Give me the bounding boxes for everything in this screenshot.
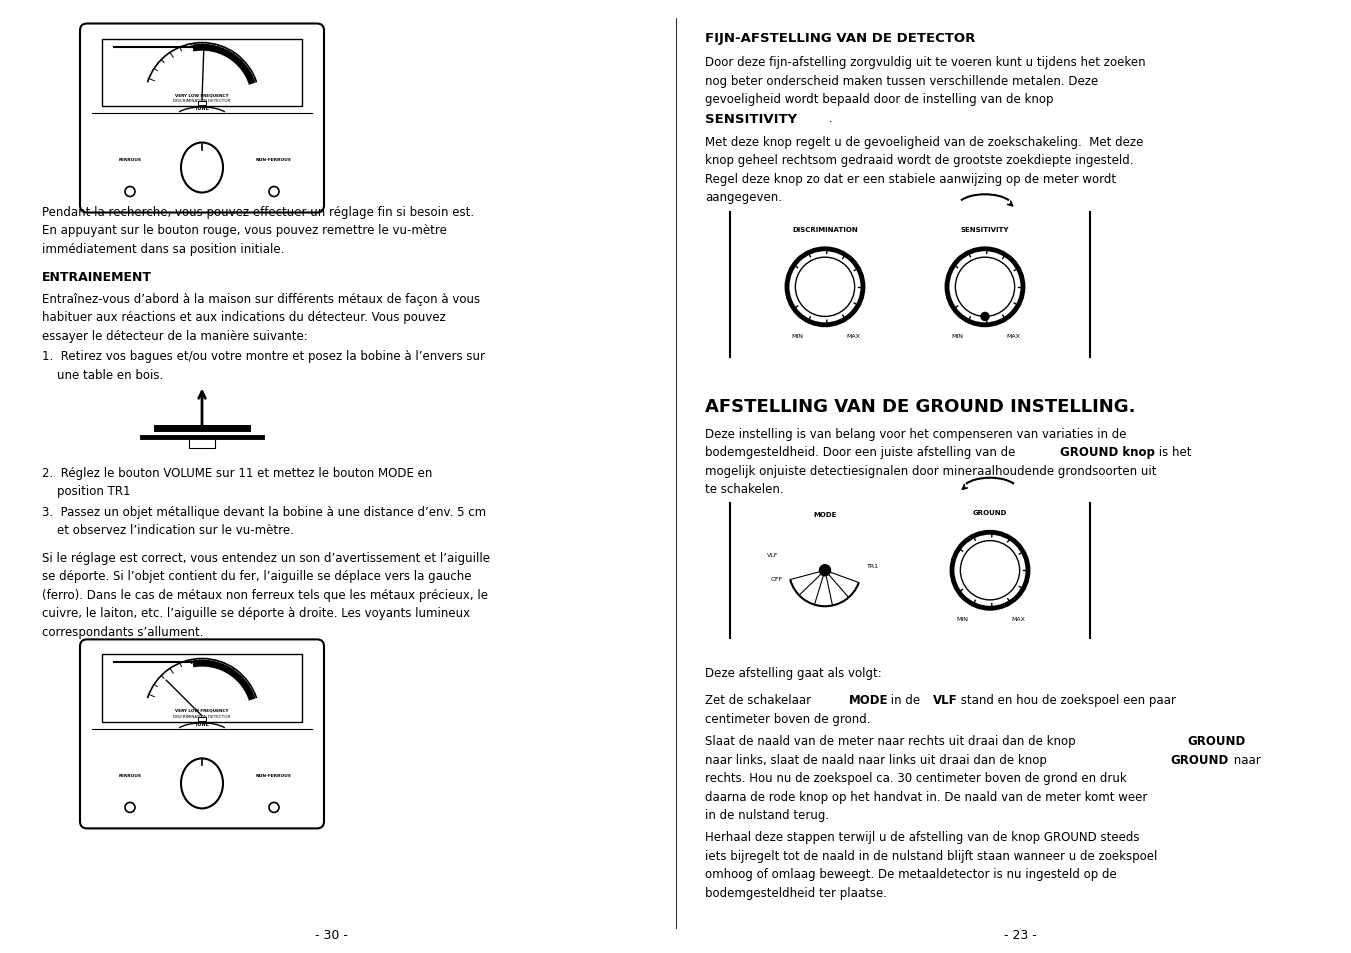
Circle shape	[955, 258, 1015, 317]
Text: naar links, slaat de naald naar links uit draai dan de knop: naar links, slaat de naald naar links ui…	[705, 753, 1051, 766]
Text: FERROUS: FERROUS	[119, 158, 142, 162]
Text: 3.  Passez un objet métallique devant la bobine à une distance d’env. 5 cm: 3. Passez un objet métallique devant la …	[42, 505, 486, 518]
Text: VERY LOW FREQUENCY: VERY LOW FREQUENCY	[176, 708, 228, 712]
Text: VLF: VLF	[934, 694, 958, 707]
Text: - 30 -: - 30 -	[315, 928, 347, 942]
Circle shape	[981, 314, 989, 321]
Text: habituer aux réactions et aux indications du détecteur. Vous pouvez: habituer aux réactions et aux indication…	[42, 311, 446, 324]
Text: mogelijk onjuiste detectiesignalen door mineraalhoudende grondsoorten uit: mogelijk onjuiste detectiesignalen door …	[705, 464, 1156, 477]
Text: Deze instelling is van belang voor het compenseren van variaties in de: Deze instelling is van belang voor het c…	[705, 428, 1127, 440]
Text: daarna de rode knop op het handvat in. De naald van de meter komt weer: daarna de rode knop op het handvat in. D…	[705, 790, 1147, 802]
Ellipse shape	[181, 759, 223, 808]
Circle shape	[796, 258, 855, 317]
Text: GROUND: GROUND	[1188, 735, 1246, 747]
Text: OFF: OFF	[771, 577, 784, 581]
Text: iets bijregelt tot de naald in de nulstand blijft staan wanneer u de zoekspoel: iets bijregelt tot de naald in de nulsta…	[705, 849, 1158, 862]
Text: FIJN-AFSTELLING VAN DE DETECTOR: FIJN-AFSTELLING VAN DE DETECTOR	[705, 32, 975, 45]
Text: Zet de schakelaar: Zet de schakelaar	[705, 694, 819, 707]
Text: Herhaal deze stappen terwijl u de afstelling van de knop GROUND steeds: Herhaal deze stappen terwijl u de afstel…	[705, 830, 1139, 843]
Text: DISCRIMINATION DETECTOR: DISCRIMINATION DETECTOR	[173, 714, 231, 719]
Circle shape	[820, 565, 831, 577]
Text: stand en hou de zoekspoel een paar: stand en hou de zoekspoel een paar	[957, 694, 1175, 707]
Text: - 23 -: - 23 -	[1004, 928, 1036, 942]
Text: DISCRIMINATION: DISCRIMINATION	[792, 227, 858, 233]
Text: ENTRAINEMENT: ENTRAINEMENT	[42, 271, 153, 283]
Text: naar: naar	[1229, 753, 1260, 766]
Text: une table en bois.: une table en bois.	[42, 369, 163, 381]
Text: essayer le détecteur de la manière suivante:: essayer le détecteur de la manière suiva…	[42, 330, 308, 342]
Text: GROUND: GROUND	[1170, 753, 1228, 766]
Text: nog beter onderscheid maken tussen verschillende metalen. Deze: nog beter onderscheid maken tussen versc…	[705, 74, 1098, 88]
Text: GROUND: GROUND	[973, 510, 1008, 516]
Text: gevoeligheid wordt bepaald door de instelling van de knop: gevoeligheid wordt bepaald door de inste…	[705, 93, 1054, 106]
Text: MAX: MAX	[846, 334, 861, 338]
Text: Entraînez-vous d’abord à la maison sur différents métaux de façon à vous: Entraînez-vous d’abord à la maison sur d…	[42, 293, 480, 306]
FancyBboxPatch shape	[199, 718, 205, 721]
Text: Regel deze knop zo dat er een stabiele aanwijzing op de meter wordt: Regel deze knop zo dat er een stabiele a…	[705, 172, 1116, 186]
Text: MAX: MAX	[1011, 617, 1025, 621]
Text: knop geheel rechtsom gedraaid wordt de grootste zoekdiepte ingesteld.: knop geheel rechtsom gedraaid wordt de g…	[705, 154, 1133, 167]
FancyBboxPatch shape	[101, 655, 303, 722]
Text: MIN: MIN	[790, 334, 802, 338]
Text: TR1: TR1	[867, 563, 880, 568]
Text: cuivre, le laiton, etc. l’aiguille se déporte à droite. Les voyants lumineux: cuivre, le laiton, etc. l’aiguille se dé…	[42, 607, 470, 619]
Text: 1.  Retirez vos bagues et/ou votre montre et posez la bobine à l’envers sur: 1. Retirez vos bagues et/ou votre montre…	[42, 350, 485, 363]
Text: TUNE: TUNE	[195, 721, 209, 726]
Text: position TR1: position TR1	[42, 485, 131, 497]
Ellipse shape	[181, 143, 223, 193]
Text: DISCRIMINATION DETECTOR: DISCRIMINATION DETECTOR	[173, 99, 231, 103]
Text: te schakelen.: te schakelen.	[705, 483, 784, 496]
Text: TUNE: TUNE	[195, 107, 209, 112]
FancyBboxPatch shape	[101, 39, 303, 107]
Text: 2.  Réglez le bouton VOLUME sur 11 et mettez le bouton MODE en: 2. Réglez le bouton VOLUME sur 11 et met…	[42, 466, 432, 479]
Text: (ferro). Dans le cas de métaux non ferreux tels que les métaux précieux, le: (ferro). Dans le cas de métaux non ferre…	[42, 588, 488, 601]
Text: Deze afstelling gaat als volgt:: Deze afstelling gaat als volgt:	[705, 666, 882, 679]
Text: GROUND knop: GROUND knop	[1061, 446, 1155, 459]
Text: MIN: MIN	[951, 334, 963, 338]
Text: omhoog of omlaag beweegt. De metaaldetector is nu ingesteld op de: omhoog of omlaag beweegt. De metaaldetec…	[705, 867, 1117, 881]
FancyBboxPatch shape	[80, 25, 324, 213]
Text: bodemgesteldheid. Door een juiste afstelling van de: bodemgesteldheid. Door een juiste afstel…	[705, 446, 1019, 459]
Text: in de: in de	[888, 694, 928, 707]
Text: is het: is het	[1155, 446, 1192, 459]
Text: rechts. Hou nu de zoekspoel ca. 30 centimeter boven de grond en druk: rechts. Hou nu de zoekspoel ca. 30 centi…	[705, 771, 1127, 784]
Text: bodemgesteldheid ter plaatse.: bodemgesteldheid ter plaatse.	[705, 886, 888, 899]
Text: MAX: MAX	[1006, 334, 1020, 338]
Text: Met deze knop regelt u de gevoeligheid van de zoekschakeling.  Met deze: Met deze knop regelt u de gevoeligheid v…	[705, 135, 1143, 149]
Text: VERY LOW FREQUENCY: VERY LOW FREQUENCY	[176, 92, 228, 97]
Text: Door deze fijn-afstelling zorgvuldig uit te voeren kunt u tijdens het zoeken: Door deze fijn-afstelling zorgvuldig uit…	[705, 56, 1146, 69]
Text: Slaat de naald van de meter naar rechts uit draai dan de knop: Slaat de naald van de meter naar rechts …	[705, 735, 1079, 747]
Text: aangegeven.: aangegeven.	[705, 191, 782, 204]
Text: se déporte. Si l’objet contient du fer, l’aiguille se déplace vers la gauche: se déporte. Si l’objet contient du fer, …	[42, 570, 471, 582]
Text: Pendant la recherche, vous pouvez effectuer un réglage fin si besoin est.: Pendant la recherche, vous pouvez effect…	[42, 206, 474, 219]
Text: En appuyant sur le bouton rouge, vous pouvez remettre le vu-mètre: En appuyant sur le bouton rouge, vous po…	[42, 224, 447, 237]
Text: correspondants s’allument.: correspondants s’allument.	[42, 625, 204, 639]
Text: MIN: MIN	[957, 617, 969, 621]
Text: MODE: MODE	[813, 511, 836, 517]
Text: et observez l’indication sur le vu-mètre.: et observez l’indication sur le vu-mètre…	[42, 523, 295, 537]
Text: Si le réglage est correct, vous entendez un son d’avertissement et l’aiguille: Si le réglage est correct, vous entendez…	[42, 551, 490, 564]
Text: VLF: VLF	[767, 552, 778, 558]
Text: FERROUS: FERROUS	[119, 774, 142, 778]
Text: SENSITIVITY: SENSITIVITY	[961, 227, 1009, 233]
Text: SENSITIVITY: SENSITIVITY	[705, 113, 797, 126]
Text: centimeter boven de grond.: centimeter boven de grond.	[705, 712, 870, 725]
FancyBboxPatch shape	[189, 437, 215, 448]
Text: .: .	[825, 112, 832, 125]
Circle shape	[961, 541, 1020, 600]
Text: NON-FERROUS: NON-FERROUS	[255, 774, 292, 778]
Text: in de nulstand terug.: in de nulstand terug.	[705, 808, 830, 821]
FancyBboxPatch shape	[80, 639, 324, 828]
FancyBboxPatch shape	[199, 102, 205, 106]
Text: immédiatement dans sa position initiale.: immédiatement dans sa position initiale.	[42, 243, 284, 255]
Text: AFSTELLING VAN DE GROUND INSTELLING.: AFSTELLING VAN DE GROUND INSTELLING.	[705, 398, 1135, 416]
Text: NON-FERROUS: NON-FERROUS	[255, 158, 292, 162]
Text: MODE: MODE	[848, 694, 889, 707]
